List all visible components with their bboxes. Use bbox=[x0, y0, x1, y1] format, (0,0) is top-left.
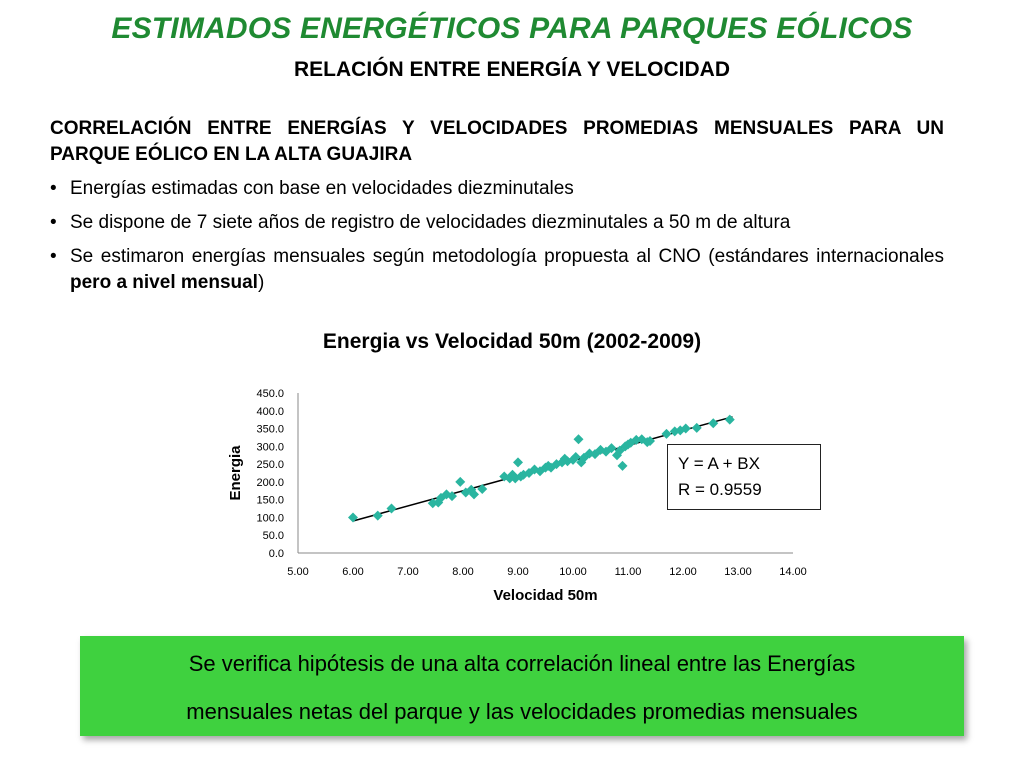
data-point bbox=[625, 437, 636, 448]
y-tick-label: 200.0 bbox=[256, 477, 284, 489]
data-point bbox=[669, 426, 680, 437]
data-point bbox=[469, 489, 479, 500]
x-tick-label: 5.00 bbox=[287, 566, 308, 578]
x-tick-label: 8.00 bbox=[452, 566, 473, 578]
data-point bbox=[477, 484, 488, 494]
scatter-chart: 0.0 50.0 100.0 150.0 200.0 250.0 300.0 350.0 400… bbox=[227, 388, 807, 604]
section-heading: CORRELACIÓN ENTRE ENERGÍAS Y VELOCIDADES… bbox=[50, 118, 944, 165]
data-point bbox=[447, 491, 457, 502]
bullet-text-end: ) bbox=[257, 272, 265, 293]
data-point bbox=[680, 423, 691, 434]
page-title: ESTIMADOS ENERGÉTICOS PARA PARQUES EÓLIC… bbox=[111, 12, 913, 45]
data-point bbox=[601, 446, 611, 457]
conclusion-line-2: mensuales netas del parque y las velocid… bbox=[186, 699, 858, 724]
data-point bbox=[546, 462, 556, 473]
data-point bbox=[661, 428, 672, 439]
data-point bbox=[529, 464, 540, 475]
bullet-item: • Se estimaron energías mensuales según … bbox=[50, 244, 944, 296]
equation-line: Y = A + BX bbox=[678, 454, 760, 473]
x-tick-label: 13.00 bbox=[724, 566, 752, 578]
bullet-dot: • bbox=[50, 212, 57, 233]
y-tick-label: 250.0 bbox=[256, 459, 284, 471]
data-point bbox=[636, 434, 647, 445]
data-point bbox=[617, 460, 628, 471]
x-axis-label: Velocidad 50m bbox=[493, 587, 597, 604]
bullet-dot: • bbox=[50, 178, 57, 199]
data-point bbox=[372, 510, 383, 521]
data-point bbox=[724, 414, 735, 425]
data-point bbox=[570, 452, 581, 462]
data-point bbox=[584, 448, 595, 459]
data-point bbox=[645, 436, 655, 446]
chart-title: Energia vs Velocidad 50m (2002-2009) bbox=[322, 330, 702, 353]
data-point bbox=[466, 484, 477, 495]
bullet-text: Se dispone de 7 siete años de registro d… bbox=[70, 212, 791, 233]
x-tick-label: 12.00 bbox=[669, 566, 697, 578]
y-tick-label: 350.0 bbox=[256, 424, 284, 436]
x-tick-label: 9.00 bbox=[507, 566, 528, 578]
correlation-line: R = 0.9559 bbox=[678, 480, 762, 499]
bullet-list: • Energías estimadas con base en velocid… bbox=[50, 176, 944, 296]
data-point bbox=[573, 434, 584, 445]
equation-box: Y = A + BX R = 0.9559 bbox=[667, 444, 821, 510]
data-point bbox=[518, 469, 529, 480]
bullet-text: Se estimaron energías mensuales según me… bbox=[70, 246, 944, 267]
data-point bbox=[513, 457, 523, 468]
y-tick-label: 100.0 bbox=[256, 512, 284, 524]
x-axis-ticks: 5.00 6.00 7.00 8.00 9.00 10.00 11.00 12.00 13.00… bbox=[287, 566, 806, 578]
x-tick-label: 11.00 bbox=[615, 566, 642, 578]
y-tick-label: 150.0 bbox=[256, 495, 284, 507]
bullet-item: • Energías estimadas con base en velocid… bbox=[50, 176, 944, 202]
y-tick-label: 400.0 bbox=[256, 406, 284, 418]
data-point bbox=[348, 512, 358, 523]
y-tick-label: 0.0 bbox=[269, 548, 284, 560]
body-text: CORRELACIÓN ENTRE ENERGÍAS Y VELOCIDADES… bbox=[50, 116, 944, 304]
conclusion-box: Se verifica hipótesis de una alta correl… bbox=[80, 636, 964, 736]
data-point bbox=[455, 476, 466, 487]
y-axis-ticks: 0.0 50.0 100.0 150.0 200.0 250.0 300.0 350.0 400… bbox=[256, 388, 284, 560]
data-point bbox=[460, 487, 471, 498]
x-tick-label: 10.00 bbox=[559, 566, 587, 578]
y-tick-label: 300.0 bbox=[256, 441, 284, 453]
data-point bbox=[708, 418, 719, 429]
bullet-text: Energías estimadas con base en velocidad… bbox=[70, 178, 574, 199]
data-point bbox=[606, 443, 617, 454]
conclusion-line-1: Se verifica hipótesis de una alta correl… bbox=[188, 651, 856, 676]
x-tick-label: 7.00 bbox=[397, 566, 418, 578]
x-tick-label: 14.00 bbox=[779, 566, 807, 578]
data-point bbox=[562, 456, 573, 467]
bullet-item: • Se dispone de 7 siete años de registro… bbox=[50, 210, 944, 236]
y-axis-label: Energia bbox=[227, 445, 244, 501]
y-tick-label: 50.0 bbox=[263, 530, 284, 542]
data-points bbox=[348, 414, 735, 523]
x-tick-label: 6.00 bbox=[342, 566, 363, 578]
page-subtitle: RELACIÓN ENTRE ENERGÍA Y VELOCIDAD bbox=[294, 58, 730, 81]
bullet-dot: • bbox=[50, 246, 57, 267]
data-point bbox=[386, 503, 397, 514]
data-point bbox=[590, 449, 600, 460]
data-point bbox=[441, 489, 452, 500]
y-tick-label: 450.0 bbox=[256, 388, 284, 400]
bullet-text-bold: pero a nivel mensual bbox=[70, 272, 258, 293]
data-point bbox=[691, 422, 702, 433]
